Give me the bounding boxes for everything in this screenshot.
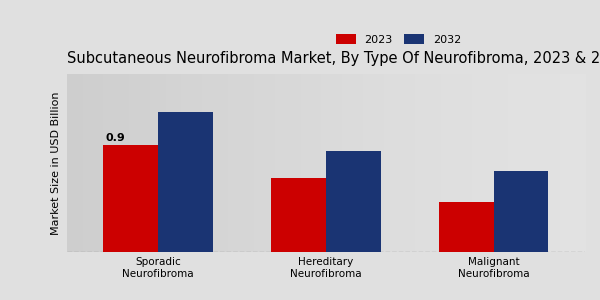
Text: 0.9: 0.9 bbox=[105, 133, 125, 143]
Bar bbox=[494, 171, 548, 252]
Bar bbox=[103, 145, 158, 252]
Bar bbox=[439, 202, 494, 252]
Bar bbox=[158, 112, 213, 252]
Text: Subcutaneous Neurofibroma Market, By Type Of Neurofibroma, 2023 & 2032: Subcutaneous Neurofibroma Market, By Typ… bbox=[67, 51, 600, 66]
Y-axis label: Market Size in USD Billion: Market Size in USD Billion bbox=[51, 91, 61, 235]
Bar bbox=[271, 178, 326, 252]
Bar bbox=[326, 151, 380, 252]
Legend: 2023, 2032: 2023, 2032 bbox=[331, 30, 466, 49]
